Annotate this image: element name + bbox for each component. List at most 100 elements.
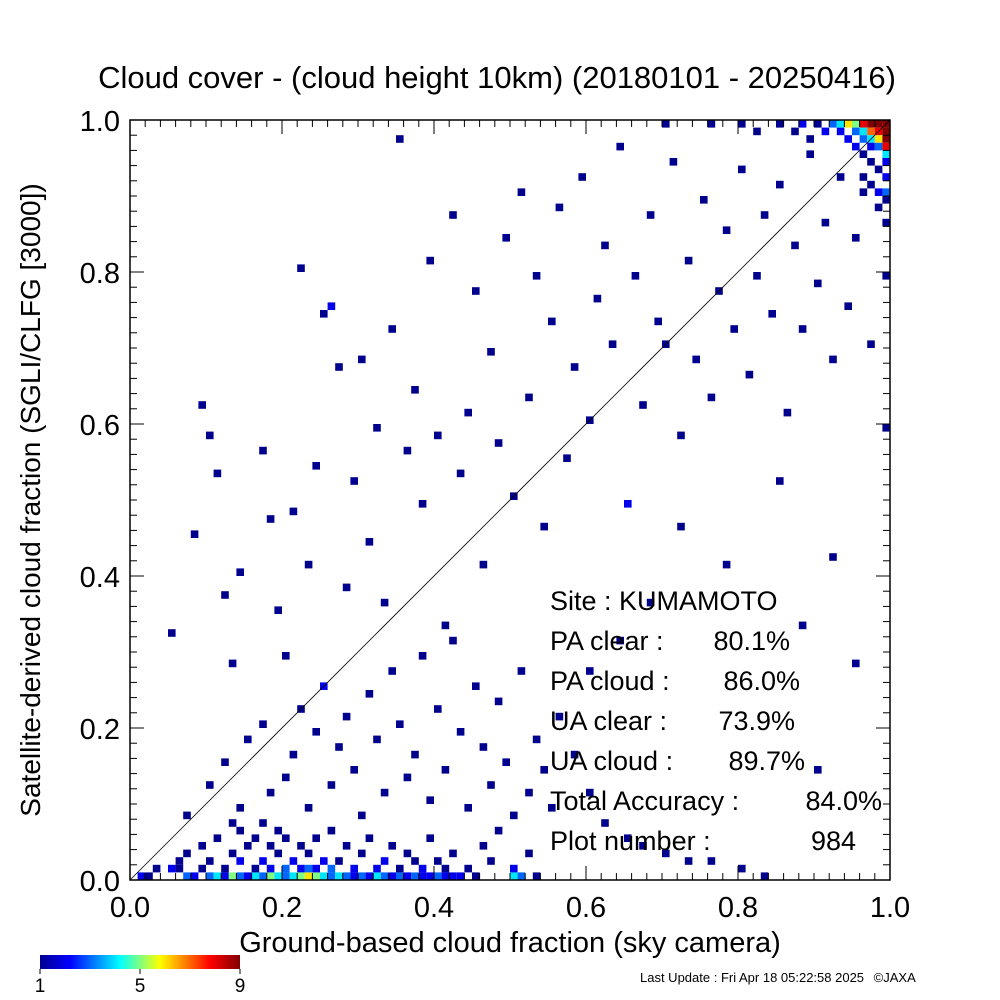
heatmap-cell	[426, 256, 434, 265]
heatmap-cell	[282, 834, 290, 842]
heatmap-cell	[221, 758, 229, 766]
heatmap-cell	[365, 690, 374, 698]
heatmap-cell	[350, 864, 358, 873]
heatmap-cell	[760, 872, 769, 880]
heatmap-cell	[722, 560, 731, 569]
heatmap-cell	[304, 864, 313, 873]
heatmap-cell	[874, 165, 883, 174]
heatmap-cell	[418, 864, 427, 873]
heatmap-cell	[836, 127, 845, 136]
heatmap-cell	[874, 142, 883, 151]
heatmap-cell	[646, 598, 655, 607]
heatmap-cell	[586, 788, 594, 797]
stat-label: PA cloud :	[550, 666, 670, 696]
heatmap-cell	[373, 735, 381, 744]
heatmap-cell	[578, 173, 586, 181]
heatmap-cell	[228, 849, 237, 858]
heatmap-cell	[532, 272, 541, 280]
heatmap-cell	[380, 872, 389, 880]
heatmap-cell	[358, 849, 366, 858]
heatmap-cell	[259, 857, 267, 865]
heatmap-cell	[274, 606, 282, 614]
heatmap-cells	[137, 120, 890, 880]
heatmap-cell	[836, 173, 845, 181]
heatmap-cell	[396, 872, 404, 880]
x-tick-label: 0.6	[566, 892, 606, 924]
heatmap-cell	[434, 431, 442, 440]
stat-value: 73.9%	[718, 706, 795, 736]
y-tick-label: 0.4	[80, 562, 120, 594]
heatmap-cell	[525, 849, 533, 858]
chart-title: Cloud cover - (cloud height 10km) (20180…	[98, 60, 896, 95]
heatmap-cell	[700, 196, 708, 204]
heatmap-cell	[548, 317, 556, 326]
heatmap-cell	[829, 553, 837, 561]
heatmap-cell	[198, 864, 206, 873]
heatmap-cell	[396, 864, 404, 873]
heatmap-cell	[206, 431, 214, 440]
heatmap-cell	[434, 705, 442, 713]
heatmap-cell	[745, 370, 754, 379]
heatmap-cell	[259, 720, 267, 728]
heatmap-cell	[266, 842, 275, 850]
heatmap-cell	[768, 310, 776, 318]
heatmap-cell	[449, 211, 457, 219]
heatmap-cell	[548, 804, 556, 812]
heatmap-cell	[388, 842, 396, 850]
heatmap-cell	[388, 667, 396, 675]
heatmap-cell	[274, 872, 282, 880]
heatmap-cell	[441, 766, 450, 774]
heatmap-cell	[358, 355, 366, 364]
heatmap-cell	[289, 872, 298, 880]
heatmap-cell	[183, 872, 191, 880]
heatmap-cell	[487, 781, 495, 789]
heatmap-cell	[411, 386, 419, 394]
heatmap-cell	[434, 872, 442, 880]
last-update: Last Update : Fri Apr 18 05:22:58 2025	[640, 970, 865, 985]
heatmap-cell	[684, 256, 693, 265]
heatmap-cell	[525, 788, 533, 797]
heatmap-cell	[776, 120, 784, 128]
heatmap-cell	[206, 781, 214, 789]
heatmap-cell	[251, 864, 260, 873]
heatmap-cell	[289, 507, 298, 516]
heatmap-cell	[175, 864, 184, 873]
heatmap-cell	[874, 188, 883, 196]
heatmap-cell	[472, 872, 480, 880]
heatmap-cell	[882, 142, 890, 151]
x-tick-label: 0.4	[414, 892, 454, 924]
stat-value: 84.0%	[805, 786, 882, 816]
heatmap-cell	[236, 872, 244, 880]
heatmap-cell	[266, 515, 275, 523]
heatmap-cell	[213, 872, 222, 880]
heatmap-cell	[464, 804, 472, 812]
colorbar-tick-label: 5	[135, 976, 146, 997]
heatmap-cell	[183, 849, 191, 858]
heatmap-cell	[852, 659, 860, 668]
heatmap-cell	[456, 872, 465, 880]
heatmap-cell	[791, 241, 799, 250]
heatmap-cell	[760, 211, 769, 219]
x-tick-label: 0.0	[110, 892, 150, 924]
heatmap-cell	[426, 872, 434, 880]
heatmap-cell	[335, 857, 343, 865]
heatmap-cell	[867, 127, 875, 136]
y-axis-label: Satellite-derived cloud fraction (SGLI/C…	[15, 183, 46, 816]
colorbar-tick-label: 1	[35, 976, 46, 997]
heatmap-cell	[327, 872, 336, 880]
heatmap-cell	[479, 743, 488, 751]
heatmap-cell	[396, 135, 404, 143]
heatmap-cell	[441, 872, 450, 880]
heatmap-cell	[335, 743, 343, 751]
heatmap-cell	[221, 591, 229, 599]
heatmap-cell	[365, 538, 374, 546]
heatmap-cell	[821, 218, 830, 227]
heatmap-cell	[464, 408, 472, 417]
heatmap-cell	[540, 766, 548, 774]
heatmap-cell	[266, 872, 275, 880]
heatmap-cell	[517, 872, 526, 880]
heatmap-cell	[320, 872, 328, 880]
heatmap-cell	[251, 872, 260, 880]
heatmap-cell	[312, 872, 320, 880]
